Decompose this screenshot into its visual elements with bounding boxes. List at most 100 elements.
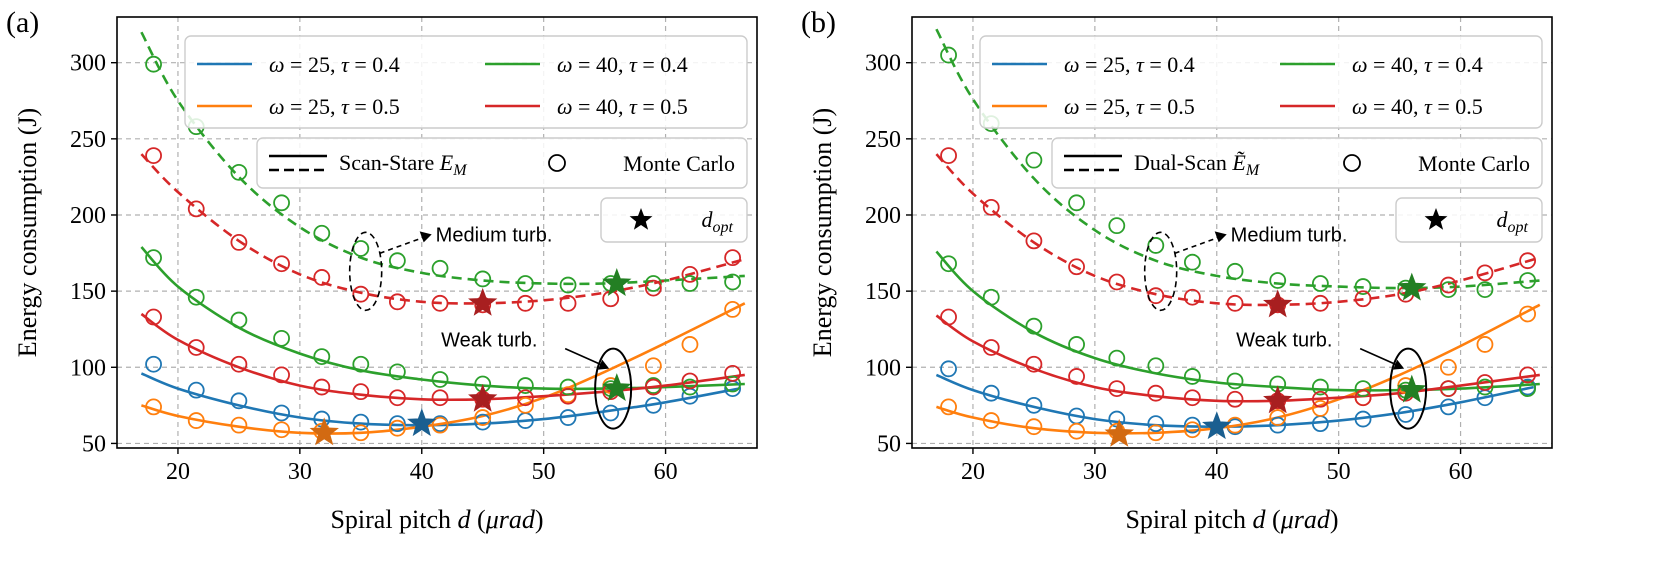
x-axis-label-part: ) [1330, 505, 1339, 534]
x-tick-label: 40 [1205, 459, 1229, 485]
axes-frame [116, 16, 758, 449]
medium-turb-ellipse [1143, 231, 1178, 312]
optimum-star [602, 268, 632, 296]
legend-box [184, 35, 748, 129]
legend-optimum-d: d [1497, 207, 1509, 232]
legend-label: ω = 25, τ = 0.5 [269, 94, 400, 119]
legend-label-part: τ [1136, 94, 1145, 119]
monte-carlo-point [1226, 390, 1244, 408]
x-tick-label: 20 [961, 459, 985, 485]
monte-carlo-point [1025, 232, 1043, 250]
monte-carlo-point [1311, 390, 1329, 408]
monte-carlo-point [273, 194, 290, 212]
weak-turb-label: Weak turb. [1236, 330, 1332, 352]
legend-label-part: ω [1352, 52, 1368, 77]
legend-label-part: τ [1136, 52, 1145, 77]
monte-carlo-point [644, 396, 662, 414]
legend-mc-marker [548, 154, 566, 172]
monte-carlo-point [187, 412, 205, 429]
legend-label-part: = 0.5 [1432, 94, 1483, 119]
monte-carlo-point [1354, 278, 1372, 295]
monte-carlo-point [388, 419, 406, 437]
legend-label-part: ω [269, 94, 285, 119]
monte-carlo-point [1397, 406, 1415, 423]
monte-carlo-point [145, 147, 162, 164]
legend-label-part: ω [1064, 94, 1080, 119]
monte-carlo-point [1108, 380, 1126, 398]
monte-carlo-point [1068, 258, 1085, 276]
x-axis-label-part: d [1253, 505, 1267, 534]
x-axis-label-part: d [458, 505, 472, 534]
legend-label-part: = 25, [1080, 94, 1136, 119]
monte-carlo-point [187, 200, 205, 218]
monte-carlo-point [474, 270, 492, 288]
optimum-star [1397, 272, 1427, 301]
legend-label-part: τ [1424, 52, 1433, 77]
monte-carlo-point [431, 259, 449, 277]
monte-carlo-point [352, 355, 370, 373]
monte-carlo-point [724, 301, 742, 318]
series-line [935, 28, 1540, 290]
legend-optimum-label: dopt [702, 207, 734, 236]
optimum-star [468, 383, 498, 412]
legend-label-part: = 0.5 [349, 94, 400, 119]
y-tick-label: 50 [877, 431, 901, 457]
legend-label-part: τ [629, 52, 638, 77]
legend-model-symbol: Ẽ [1231, 150, 1246, 175]
y-tick-label: 250 [865, 127, 901, 153]
monte-carlo-point [1476, 378, 1494, 396]
legend-label: ω = 25, τ = 0.4 [269, 52, 400, 77]
x-axis-label-part: Spiral pitch [330, 505, 457, 534]
x-axis-label: Spiral pitch d (μrad) [330, 505, 543, 534]
legend-optimum: dopt [1395, 197, 1543, 243]
legend-optimum-box [600, 197, 748, 243]
monte-carlo-point [1311, 275, 1329, 292]
monte-carlo-point [1147, 424, 1165, 442]
monte-carlo-point [1025, 317, 1043, 335]
monte-carlo-point [273, 255, 290, 273]
monte-carlo-point [1025, 355, 1043, 373]
legend-label-part: = 25, [1080, 52, 1136, 77]
legend-optimum-box [1395, 197, 1543, 243]
monte-carlo-point [1354, 380, 1372, 398]
legend-label-part: ω [1064, 52, 1080, 77]
legend-label-part: ω [269, 52, 285, 77]
monte-carlo-point [230, 355, 248, 373]
monte-carlo-point [1519, 272, 1537, 289]
monte-carlo-point [1439, 380, 1457, 398]
y-tick-label: 150 [865, 279, 901, 305]
monte-carlo-point [352, 285, 370, 303]
monte-carlo-point [1476, 264, 1494, 282]
legend-label-part: = 0.4 [637, 52, 688, 77]
legend-label-part: = 0.4 [349, 52, 400, 77]
monte-carlo-point [982, 412, 1000, 429]
legend-model-symbol: E [439, 150, 454, 175]
y-tick-label: 50 [82, 431, 106, 457]
monte-carlo-point [273, 366, 290, 384]
medium-turb-arrow [379, 236, 424, 255]
legend-optimum: dopt [600, 197, 748, 243]
medium-turb-arrowhead [1214, 231, 1227, 243]
monte-carlo-point [1439, 281, 1457, 299]
x-axis-label-part: ( [1266, 505, 1281, 534]
monte-carlo-point [187, 339, 205, 356]
monte-carlo-point [187, 381, 205, 399]
monte-carlo-point [313, 224, 331, 242]
weak-turb-ellipse [594, 347, 633, 430]
monte-carlo-point [1183, 416, 1201, 434]
legend-optimum-label: dopt [1497, 207, 1529, 236]
monte-carlo-point [1311, 378, 1329, 396]
y-tick-label: 200 [70, 203, 106, 229]
monte-carlo-point [1269, 416, 1287, 434]
monte-carlo-point [1354, 290, 1372, 308]
legend-label-part: τ [341, 94, 350, 119]
y-tick-label: 100 [865, 355, 901, 381]
optimum-star [1202, 411, 1232, 440]
legend-label-part: = 0.4 [1144, 52, 1195, 77]
legend-label: ω = 40, τ = 0.4 [557, 52, 688, 77]
monte-carlo-point [516, 377, 534, 394]
y-tick-label: 300 [70, 51, 106, 77]
monte-carlo-point [516, 294, 534, 312]
legend-box [979, 35, 1543, 129]
